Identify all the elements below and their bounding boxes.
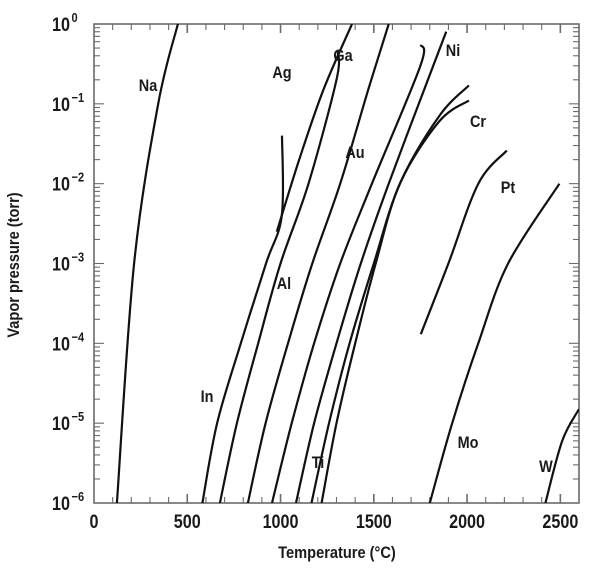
svg-text:10: 10: [52, 253, 70, 275]
curve-pt: [419, 149, 508, 335]
curve-al: [246, 24, 390, 503]
svg-text:10: 10: [52, 14, 70, 36]
x-tick-label: 1500: [356, 511, 392, 533]
label-ga: Ga: [333, 47, 352, 65]
y-tick-label: 10 −1: [52, 90, 84, 115]
label-cr: Cr: [470, 113, 486, 131]
x-axis-ticks: [112, 24, 562, 503]
y-tick-label: 10 −5: [52, 409, 84, 434]
svg-text:10: 10: [52, 94, 70, 116]
label-ag: Ag: [272, 64, 291, 82]
y-axis-ticks: [94, 27, 579, 480]
label-w: W: [539, 458, 553, 476]
curve-na: [115, 24, 179, 503]
label-mo: Mo: [458, 434, 479, 452]
svg-text:10: 10: [52, 493, 70, 515]
label-in: In: [201, 388, 214, 406]
x-tick-label: 1000: [263, 511, 299, 533]
x-tick-label: 2500: [542, 511, 578, 533]
svg-text:10: 10: [52, 173, 70, 195]
curve-ga: [275, 24, 354, 233]
y-tick-label: 10 −6: [52, 489, 84, 514]
curve-ti: [320, 99, 470, 503]
x-tick-label: 500: [174, 511, 201, 533]
svg-text:0: 0: [72, 10, 78, 25]
label-al: Al: [277, 275, 291, 293]
curve-ni: [294, 31, 448, 503]
x-axis-tick-labels: 0 500 1000 1500 2000 2500: [90, 511, 579, 533]
y-tick-label: 10 −4: [52, 329, 84, 354]
curve-w: [544, 408, 579, 503]
plot-border: [93, 23, 580, 504]
series-labels: Na In Ag Ga Al Au Ni Cr Ti Pt Mo W: [139, 42, 553, 476]
label-na: Na: [139, 77, 158, 95]
y-tick-label: 10 −2: [52, 170, 84, 195]
plot-frame: [93, 23, 580, 504]
svg-text:−2: −2: [72, 170, 85, 185]
curve-mo: [428, 183, 561, 503]
svg-text:10: 10: [52, 333, 70, 355]
curve-ag: [218, 51, 341, 503]
curve-in: [201, 135, 285, 503]
svg-text:−1: −1: [72, 90, 85, 105]
svg-text:−4: −4: [72, 329, 85, 344]
curve-cr: [310, 84, 470, 503]
label-pt: Pt: [501, 179, 516, 197]
curve-au: [270, 44, 426, 503]
x-tick-label: 0: [90, 511, 99, 533]
label-ti: Ti: [312, 454, 325, 472]
svg-text:10: 10: [52, 413, 70, 435]
svg-text:−5: −5: [72, 409, 85, 424]
label-au: Au: [345, 144, 364, 162]
y-axis-title: Vapor pressure (torr): [5, 192, 23, 337]
x-axis-title: Temperature (°C): [278, 544, 396, 562]
series-curves: [115, 24, 579, 503]
y-tick-label: 10 −3: [52, 250, 84, 275]
svg-text:−3: −3: [72, 250, 85, 265]
y-tick-label: 10 0: [52, 10, 78, 35]
label-ni: Ni: [446, 42, 460, 60]
svg-text:−6: −6: [72, 489, 85, 504]
x-tick-label: 2000: [449, 511, 485, 533]
